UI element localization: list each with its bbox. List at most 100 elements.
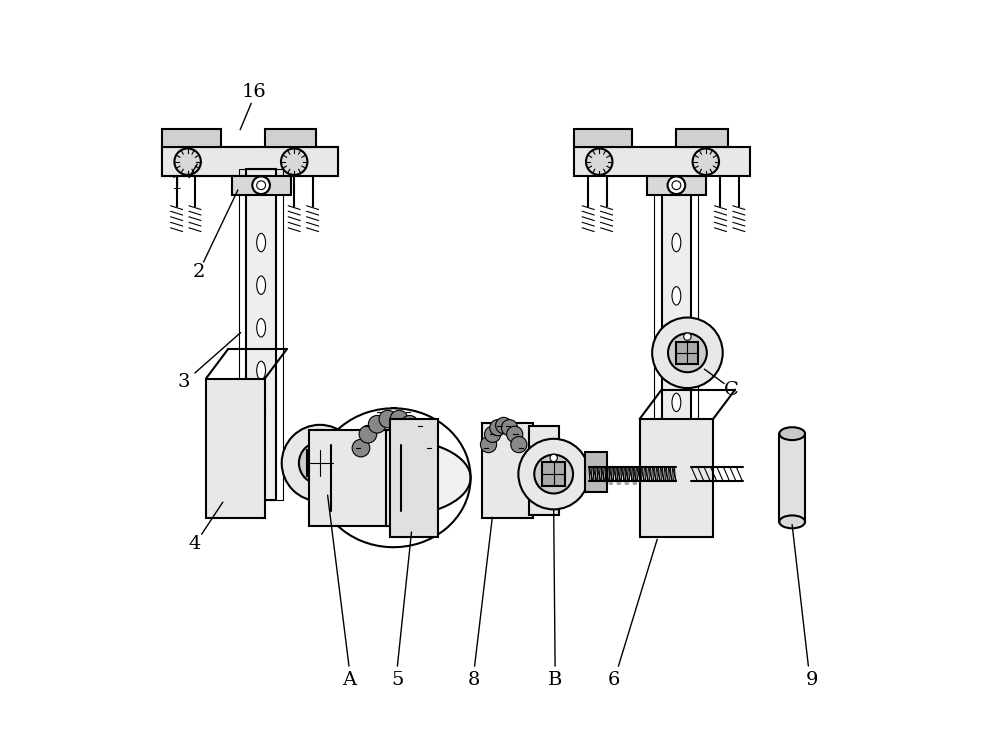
Bar bbox=[482, 423, 533, 518]
Circle shape bbox=[417, 440, 435, 457]
Ellipse shape bbox=[779, 515, 805, 528]
Circle shape bbox=[501, 420, 518, 436]
Bar bbox=[647, 176, 706, 195]
Text: A: A bbox=[342, 671, 356, 689]
Bar bbox=[162, 147, 338, 176]
Circle shape bbox=[652, 318, 723, 388]
Polygon shape bbox=[672, 467, 676, 485]
Bar bbox=[542, 462, 565, 486]
Ellipse shape bbox=[257, 362, 266, 379]
Polygon shape bbox=[593, 467, 597, 485]
Polygon shape bbox=[609, 467, 613, 485]
Bar bbox=[239, 169, 283, 500]
Circle shape bbox=[174, 148, 201, 175]
Polygon shape bbox=[649, 467, 653, 485]
Circle shape bbox=[281, 148, 307, 175]
Polygon shape bbox=[664, 467, 668, 485]
Bar bbox=[390, 419, 438, 537]
Polygon shape bbox=[621, 467, 625, 485]
Circle shape bbox=[586, 148, 612, 175]
Polygon shape bbox=[637, 467, 641, 485]
Polygon shape bbox=[629, 467, 633, 485]
Text: 1: 1 bbox=[170, 175, 183, 193]
Circle shape bbox=[668, 176, 685, 194]
Circle shape bbox=[390, 410, 408, 428]
Polygon shape bbox=[605, 467, 609, 485]
Bar bbox=[779, 434, 805, 522]
Circle shape bbox=[518, 439, 589, 509]
Polygon shape bbox=[645, 467, 649, 485]
Ellipse shape bbox=[672, 393, 681, 412]
Text: 16: 16 bbox=[241, 83, 266, 101]
Bar bbox=[386, 430, 434, 526]
Text: 3: 3 bbox=[178, 373, 190, 391]
Circle shape bbox=[496, 417, 512, 434]
Bar bbox=[574, 129, 632, 147]
Circle shape bbox=[359, 426, 377, 443]
Bar bbox=[309, 430, 415, 526]
Bar bbox=[246, 169, 276, 500]
Polygon shape bbox=[617, 467, 621, 485]
Ellipse shape bbox=[672, 287, 681, 305]
Circle shape bbox=[316, 441, 324, 448]
Text: B: B bbox=[548, 671, 562, 689]
Circle shape bbox=[410, 426, 428, 443]
Circle shape bbox=[693, 148, 719, 175]
Bar bbox=[662, 169, 691, 500]
Circle shape bbox=[282, 425, 358, 501]
Bar bbox=[585, 452, 607, 492]
Text: 4: 4 bbox=[189, 535, 201, 553]
Polygon shape bbox=[653, 467, 657, 485]
Circle shape bbox=[668, 334, 707, 372]
Ellipse shape bbox=[672, 340, 681, 359]
Text: 2: 2 bbox=[192, 263, 205, 281]
Circle shape bbox=[684, 333, 691, 340]
Polygon shape bbox=[601, 467, 605, 485]
Text: 9: 9 bbox=[806, 671, 819, 689]
Polygon shape bbox=[633, 467, 637, 485]
Bar bbox=[307, 450, 333, 476]
Circle shape bbox=[480, 437, 497, 453]
Circle shape bbox=[507, 426, 523, 442]
Circle shape bbox=[401, 415, 419, 433]
Bar bbox=[232, 176, 291, 195]
Bar bbox=[676, 342, 698, 364]
Ellipse shape bbox=[672, 446, 681, 465]
Circle shape bbox=[672, 181, 681, 190]
Bar bbox=[676, 129, 728, 147]
Text: 6: 6 bbox=[608, 671, 620, 689]
Circle shape bbox=[550, 454, 557, 462]
Circle shape bbox=[352, 440, 370, 457]
Circle shape bbox=[368, 415, 386, 433]
Circle shape bbox=[257, 181, 266, 190]
Text: 8: 8 bbox=[468, 671, 480, 689]
Polygon shape bbox=[660, 467, 664, 485]
Polygon shape bbox=[589, 467, 593, 485]
Circle shape bbox=[490, 420, 506, 436]
Ellipse shape bbox=[257, 404, 266, 422]
Bar bbox=[529, 426, 559, 514]
Bar bbox=[206, 379, 265, 518]
Ellipse shape bbox=[672, 234, 681, 251]
Ellipse shape bbox=[257, 446, 266, 465]
Polygon shape bbox=[625, 467, 629, 485]
Text: 5: 5 bbox=[391, 671, 403, 689]
Polygon shape bbox=[597, 467, 601, 485]
Ellipse shape bbox=[779, 427, 805, 440]
Ellipse shape bbox=[316, 440, 471, 516]
Bar bbox=[640, 419, 713, 537]
Ellipse shape bbox=[257, 319, 266, 337]
Circle shape bbox=[252, 176, 270, 194]
Polygon shape bbox=[641, 467, 645, 485]
Bar bbox=[574, 147, 750, 176]
Polygon shape bbox=[613, 467, 617, 485]
Ellipse shape bbox=[257, 234, 266, 251]
Circle shape bbox=[511, 437, 527, 453]
Circle shape bbox=[379, 410, 397, 428]
Bar bbox=[265, 129, 316, 147]
Polygon shape bbox=[657, 467, 660, 485]
Bar bbox=[162, 147, 338, 176]
Circle shape bbox=[534, 455, 573, 493]
Text: C: C bbox=[724, 381, 739, 398]
Bar bbox=[654, 169, 698, 500]
